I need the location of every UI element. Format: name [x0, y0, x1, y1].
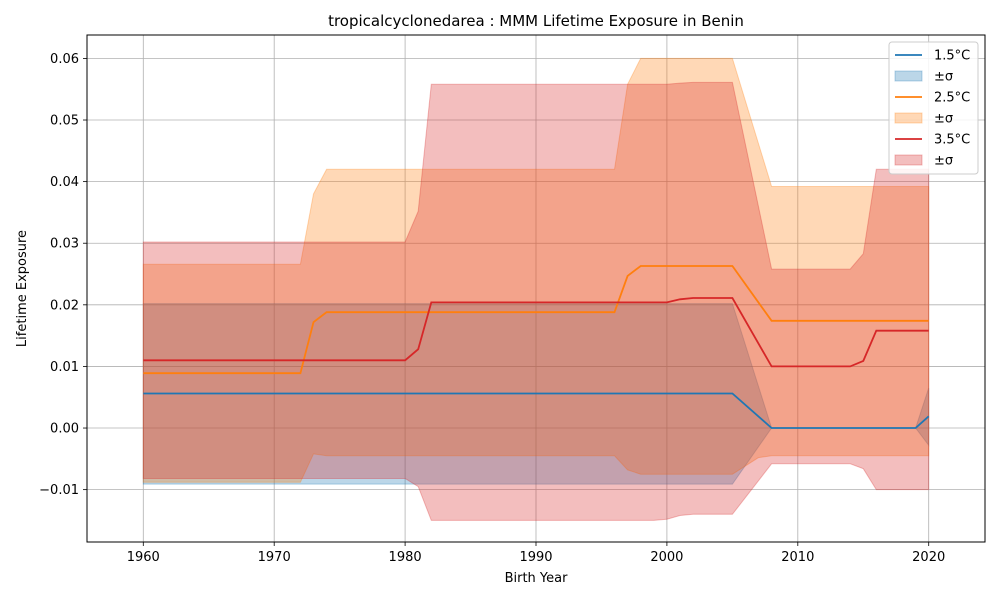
y-axis-label: Lifetime Exposure — [15, 230, 30, 347]
x-tick-label: 1990 — [519, 550, 552, 565]
series-lines — [143, 265, 930, 429]
legend-box — [888, 41, 979, 175]
x-tick-label: 2020 — [912, 550, 945, 565]
y-tick-label: 0.03 — [50, 237, 79, 252]
x-tick-label: 1960 — [127, 550, 160, 565]
legend: 1.5°C ±σ 2.5°C ±σ 3.5°C ±σ — [888, 41, 979, 175]
x-axis-label: Birth Year — [505, 571, 569, 586]
legend-label: 3.5°C — [934, 133, 970, 148]
band-series-2 — [142, 57, 930, 483]
y-tick-label: −0.01 — [39, 483, 79, 498]
y-tick-label: 0.02 — [50, 298, 79, 313]
axis-ticks: 1960 1970 1980 1990 2000 2010 2020 −0.01 0.00 0.0… — [39, 52, 945, 565]
band-series-3 — [142, 81, 930, 521]
chart-title: tropicalcyclonedarea : MMM Lifetime Expo… — [328, 12, 744, 30]
y-tick-label: 0.01 — [50, 360, 79, 375]
y-tick-label: 0.04 — [50, 175, 79, 190]
line-series-3 — [143, 297, 929, 368]
legend-band-label: ±σ — [934, 112, 953, 127]
y-tick-label: 0.05 — [50, 114, 79, 129]
line-series-1 — [143, 392, 930, 429]
legend-band-label: ±σ — [934, 70, 953, 85]
x-tick-label: 1970 — [258, 550, 291, 565]
legend-band-swatch — [894, 70, 923, 82]
legend-band-swatch — [894, 112, 923, 124]
legend-label: 1.5°C — [934, 49, 970, 64]
x-tick-label: 2010 — [781, 550, 814, 565]
y-tick-label: 0.00 — [50, 422, 79, 437]
x-tick-label: 1980 — [389, 550, 422, 565]
line-series-2 — [143, 265, 929, 375]
x-tick-label: 2000 — [650, 550, 683, 565]
legend-label: 2.5°C — [934, 91, 970, 106]
y-tick-label: 0.06 — [50, 52, 79, 67]
legend-band-label: ±σ — [934, 154, 953, 169]
legend-band-swatch — [894, 154, 923, 166]
